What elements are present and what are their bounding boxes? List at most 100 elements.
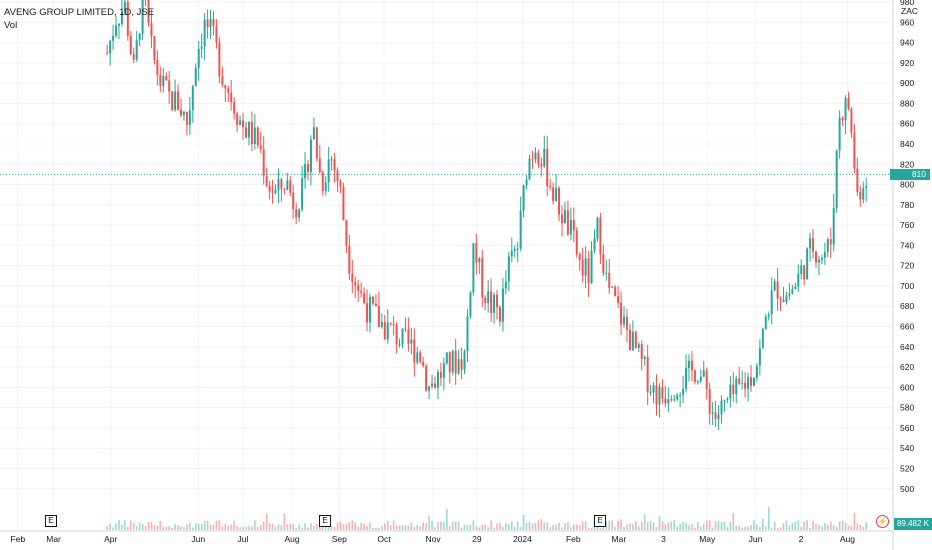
- flash-icon[interactable]: ⚡: [876, 515, 889, 528]
- volume-bar: [637, 526, 640, 530]
- volume-bar: [189, 522, 191, 530]
- y-tick-label: 980: [900, 0, 914, 7]
- candle-body: [404, 328, 407, 330]
- volume-bar: [708, 520, 711, 530]
- volume-bar: [561, 527, 563, 530]
- candle-body: [717, 414, 720, 420]
- candle-body: [268, 185, 271, 192]
- candle-body: [838, 117, 841, 151]
- candle-body: [646, 356, 649, 393]
- volume-bar: [460, 527, 463, 530]
- candle-body: [687, 360, 690, 369]
- candle-body: [224, 85, 227, 89]
- volume-bar: [466, 525, 469, 530]
- candle-body: [599, 217, 602, 255]
- candle-body: [221, 76, 224, 86]
- candle-body: [398, 343, 401, 345]
- volume-bar: [457, 522, 460, 530]
- candle-body: [841, 117, 844, 121]
- candle-body: [679, 394, 682, 396]
- volume-bar: [472, 520, 475, 530]
- candle-body: [218, 42, 221, 77]
- candle-body: [194, 67, 197, 87]
- x-tick-label: Jun: [191, 534, 205, 544]
- candle-body: [815, 251, 818, 263]
- candle-body: [106, 52, 109, 54]
- volume-bar: [437, 522, 439, 530]
- candle-body: [487, 291, 490, 303]
- candle-body: [484, 297, 487, 303]
- volume-bar: [348, 522, 351, 530]
- volume-bar: [360, 522, 362, 530]
- volume-bar: [782, 523, 785, 530]
- candle-body: [829, 239, 832, 245]
- earnings-marker[interactable]: E: [594, 515, 607, 527]
- volume-bar: [850, 525, 853, 530]
- candle-body: [301, 178, 304, 210]
- volume-bar: [759, 527, 761, 530]
- volume-bar: [649, 520, 652, 530]
- candle-body: [614, 286, 617, 297]
- candle-body: [239, 120, 242, 125]
- candle-body: [587, 258, 590, 284]
- candle-body: [138, 33, 141, 41]
- volume-bar: [590, 527, 593, 530]
- volume-bar: [404, 525, 407, 530]
- volume-bar: [180, 526, 182, 530]
- candle-body: [578, 254, 581, 260]
- candle-body: [708, 389, 711, 414]
- volume-bar: [162, 526, 165, 530]
- volume-bar: [112, 527, 114, 530]
- candle-body: [590, 250, 593, 284]
- candle-body: [230, 92, 233, 103]
- candle-body: [445, 352, 448, 364]
- y-tick-label: 780: [900, 200, 914, 210]
- candle-body: [720, 400, 723, 415]
- candle-body: [767, 314, 770, 317]
- candle-body: [354, 281, 357, 286]
- volume-bar: [496, 523, 498, 530]
- y-tick-label: 760: [900, 220, 914, 230]
- x-tick-label: Sep: [332, 534, 347, 544]
- candle-body: [203, 19, 206, 47]
- volume-bar: [304, 523, 306, 530]
- volume-bar: [431, 520, 433, 530]
- volume-bar: [153, 525, 156, 530]
- x-tick-label: Feb: [566, 534, 581, 544]
- volume-bar: [115, 523, 117, 530]
- candle-body: [256, 127, 259, 146]
- candle-body: [242, 120, 245, 128]
- y-tick-label: 540: [900, 443, 914, 453]
- candle-body: [735, 378, 738, 395]
- earnings-marker[interactable]: E: [319, 515, 332, 527]
- volume-bar: [691, 524, 693, 530]
- volume-bar: [106, 526, 108, 530]
- candle-body: [498, 307, 501, 322]
- volume-bar: [652, 522, 655, 530]
- volume-bar: [626, 524, 628, 530]
- candle-body: [779, 298, 782, 300]
- volume-bar: [398, 525, 401, 530]
- candle-body: [330, 159, 333, 161]
- candle-body: [643, 356, 646, 359]
- currency-label: ZAC: [901, 6, 918, 16]
- candle-body: [436, 372, 439, 388]
- volume-bar: [230, 524, 233, 530]
- y-tick-label: 640: [900, 342, 914, 352]
- x-tick-label: 3: [661, 534, 666, 544]
- candle-body: [135, 40, 138, 60]
- candle-body: [649, 392, 652, 394]
- candle-body: [419, 352, 422, 362]
- earnings-marker[interactable]: E: [44, 515, 57, 527]
- volume-bar: [794, 521, 797, 530]
- volume-bar: [785, 520, 788, 530]
- candle-body: [752, 377, 755, 386]
- volume-bar: [419, 526, 422, 530]
- candle-body: [363, 292, 366, 304]
- candle-body: [165, 76, 168, 81]
- volume-bar: [596, 526, 599, 530]
- candle-body: [773, 281, 776, 291]
- volume-bar: [268, 523, 271, 530]
